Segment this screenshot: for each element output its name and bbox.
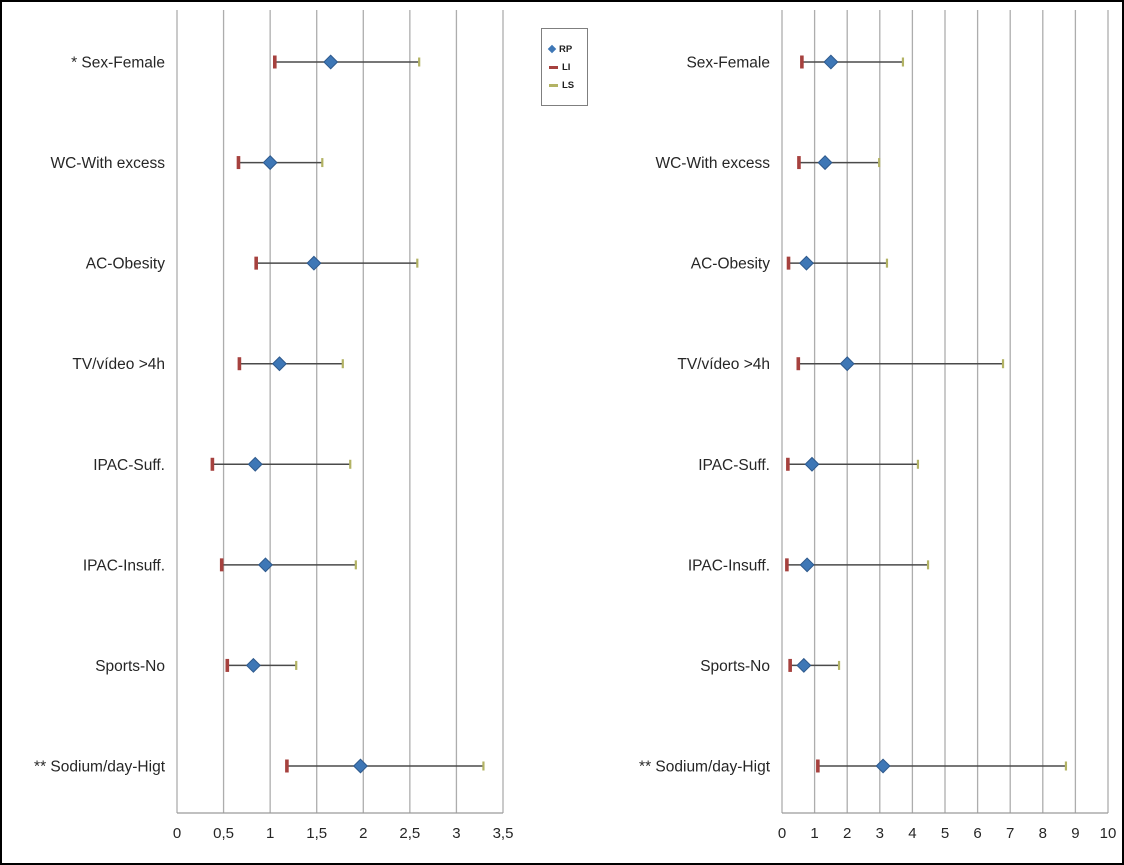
category-label: IPAC-Suff. bbox=[698, 457, 770, 474]
category-label: ** Sodium/day-Higt bbox=[639, 758, 771, 775]
upper-limit-marker bbox=[341, 359, 344, 369]
x-tick-label: 3 bbox=[452, 825, 460, 842]
category-label: Sports-No bbox=[700, 658, 770, 675]
category-label: AC-Obesity bbox=[86, 256, 165, 273]
lower-limit-marker bbox=[210, 457, 215, 471]
li-dash-icon bbox=[549, 65, 558, 69]
upper-limit-marker bbox=[878, 158, 881, 168]
rp-marker bbox=[804, 456, 820, 472]
lower-limit-marker bbox=[219, 558, 224, 572]
x-tick-label: 10 bbox=[1100, 825, 1117, 842]
rp-marker bbox=[245, 657, 261, 673]
rp-marker bbox=[839, 356, 855, 372]
rp-marker bbox=[247, 456, 263, 472]
rp-marker bbox=[257, 557, 273, 573]
rp-marker bbox=[306, 255, 322, 271]
rp-marker bbox=[875, 758, 891, 774]
rp-marker bbox=[796, 657, 812, 673]
lower-limit-marker bbox=[786, 457, 790, 471]
lower-limit-marker bbox=[273, 55, 277, 69]
legend-item-ls: LS bbox=[549, 80, 587, 91]
x-tick-label: 2 bbox=[843, 825, 851, 842]
lower-limit-marker bbox=[225, 658, 230, 672]
ls-dash-icon bbox=[549, 83, 558, 87]
lower-limit-marker bbox=[254, 256, 258, 270]
upper-limit-marker bbox=[926, 560, 930, 570]
x-tick-label: 0 bbox=[778, 825, 786, 842]
x-tick-label: 4 bbox=[908, 825, 916, 842]
x-tick-label: 0,5 bbox=[213, 825, 234, 842]
category-label: AC-Obesity bbox=[691, 256, 770, 273]
legend-label-rp: RP bbox=[559, 43, 573, 55]
x-tick-label: 6 bbox=[973, 825, 981, 842]
upper-limit-marker bbox=[321, 158, 324, 168]
category-label: TV/vídeo >4h bbox=[72, 356, 165, 373]
rp-marker bbox=[352, 758, 368, 774]
x-tick-label: 3 bbox=[876, 825, 884, 842]
upper-limit-marker bbox=[482, 761, 485, 771]
lower-limit-marker bbox=[797, 156, 801, 170]
x-tick-label: 5 bbox=[941, 825, 949, 842]
legend-item-rp: RP bbox=[547, 43, 587, 55]
x-tick-label: 0 bbox=[173, 825, 181, 842]
category-label: * Sex-Female bbox=[71, 55, 165, 72]
x-tick-label: 1 bbox=[266, 825, 274, 842]
legend-label-ls: LS bbox=[562, 79, 575, 91]
lower-limit-marker bbox=[800, 55, 804, 69]
rp-marker bbox=[323, 54, 339, 70]
x-tick-label: 8 bbox=[1039, 825, 1047, 842]
upper-limit-marker bbox=[1064, 761, 1068, 771]
rp-diamond-icon bbox=[547, 44, 557, 54]
lower-limit-marker bbox=[785, 558, 789, 572]
upper-limit-marker bbox=[295, 660, 298, 670]
upper-limit-marker bbox=[349, 459, 352, 469]
rp-marker bbox=[798, 255, 814, 271]
legend: RP LI LS bbox=[541, 28, 588, 106]
category-label: Sex-Female bbox=[686, 55, 770, 72]
category-label: IPAC-Insuff. bbox=[688, 557, 770, 574]
lower-limit-marker bbox=[236, 156, 241, 170]
lower-limit-marker bbox=[786, 256, 791, 270]
rp-marker bbox=[799, 557, 815, 573]
lower-limit-marker bbox=[796, 357, 801, 371]
rp-marker bbox=[271, 356, 287, 372]
legend-label-li: LI bbox=[562, 61, 571, 73]
x-tick-label: 1,5 bbox=[306, 825, 327, 842]
x-tick-label: 7 bbox=[1006, 825, 1014, 842]
category-label: Sports-No bbox=[95, 658, 165, 675]
category-label: WC-With excess bbox=[655, 155, 770, 172]
upper-limit-marker bbox=[837, 660, 841, 670]
category-label: ** Sodium/day-Higt bbox=[34, 758, 166, 775]
left-forest-plot: 0 0,5 1 1,5 2 2,5 3 3,5 * Sex-Female WC-With exce… bbox=[34, 10, 513, 842]
x-tick-label: 1 bbox=[810, 825, 818, 842]
lower-limit-marker bbox=[285, 759, 289, 773]
upper-limit-marker bbox=[1001, 359, 1005, 369]
category-label: IPAC-Insuff. bbox=[83, 557, 165, 574]
lower-limit-marker bbox=[816, 759, 820, 773]
category-label: TV/vídeo >4h bbox=[677, 356, 770, 373]
upper-limit-marker bbox=[901, 57, 905, 67]
x-tick-label: 9 bbox=[1071, 825, 1079, 842]
x-tick-label: 2,5 bbox=[399, 825, 420, 842]
category-label: IPAC-Suff. bbox=[93, 457, 165, 474]
rp-marker bbox=[823, 54, 839, 70]
lower-limit-marker bbox=[237, 357, 242, 371]
rp-marker bbox=[817, 155, 833, 171]
x-tick-label: 3,5 bbox=[493, 825, 514, 842]
upper-limit-marker bbox=[916, 459, 920, 469]
category-label: WC-With excess bbox=[50, 155, 165, 172]
upper-limit-marker bbox=[354, 560, 357, 570]
rp-marker bbox=[262, 155, 278, 171]
right-forest-plot: 0 1 2 3 4 5 6 7 8 9 10 Sex-Female WC-With excess AC-O… bbox=[639, 10, 1116, 842]
lower-limit-marker bbox=[788, 658, 792, 672]
legend-item-li: LI bbox=[549, 62, 587, 73]
upper-limit-marker bbox=[885, 258, 889, 268]
x-tick-label: 2 bbox=[359, 825, 367, 842]
upper-limit-marker bbox=[418, 57, 421, 67]
upper-limit-marker bbox=[416, 258, 419, 268]
